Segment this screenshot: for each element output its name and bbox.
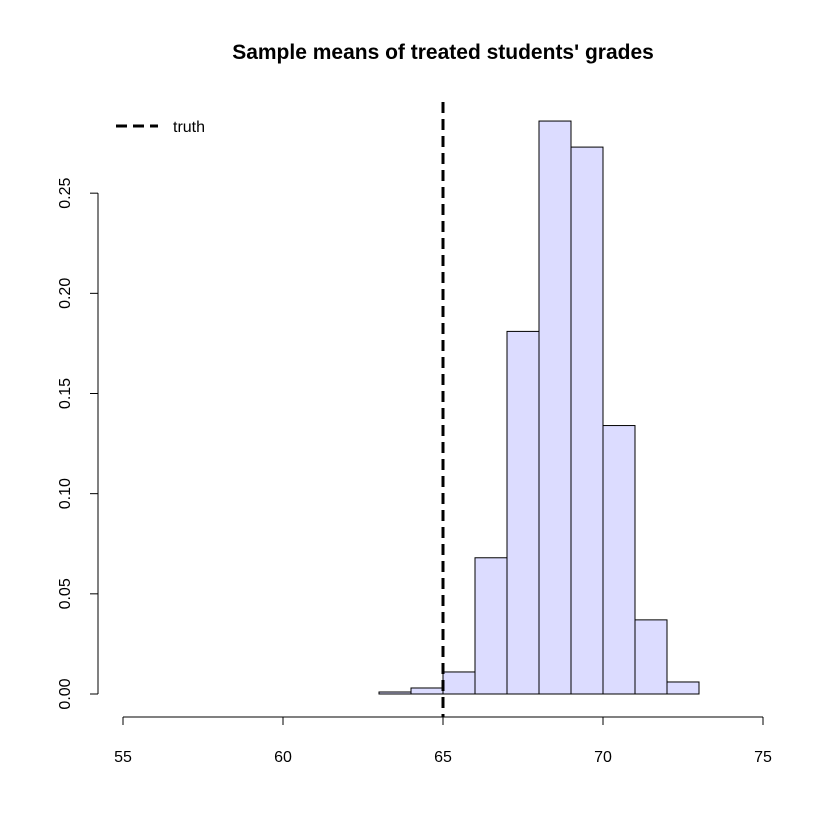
x-tick-label-2: 65 [434,749,452,766]
y-tick-label-3: 0.15 [57,378,74,409]
x-tick-label-1: 60 [274,749,292,766]
x-axis: 55 60 65 70 75 [114,716,772,766]
histogram-bar-5 [538,120,572,695]
y-tick-label-2: 0.10 [57,478,74,509]
histogram-bar-3 [474,557,508,695]
legend-truth-label: truth [173,119,205,136]
histogram-bar-7 [602,425,636,695]
y-tick-label-5: 0.25 [57,177,74,208]
histogram-bar-6 [570,146,604,695]
histogram-bar-1 [410,687,444,695]
histogram-bar-9 [666,681,700,695]
y-tick-label-4: 0.20 [57,278,74,309]
chart-title: Sample means of treated students' grades [232,41,654,64]
histogram-bar-2 [442,671,476,695]
x-tick-label-4: 75 [754,749,772,766]
y-tick-label-1: 0.05 [57,578,74,609]
x-tick-label-0: 55 [114,749,132,766]
y-tick-label-0: 0.00 [57,678,74,709]
histogram-bar-4 [506,330,540,695]
histogram-bars [378,120,700,695]
legend: truth [116,119,205,136]
x-tick-label-3: 70 [594,749,612,766]
y-axis: 0.00 0.05 0.10 0.15 0.20 0.25 [57,177,99,710]
histogram-bar-8 [634,619,668,695]
histogram-bar-0 [378,691,412,695]
